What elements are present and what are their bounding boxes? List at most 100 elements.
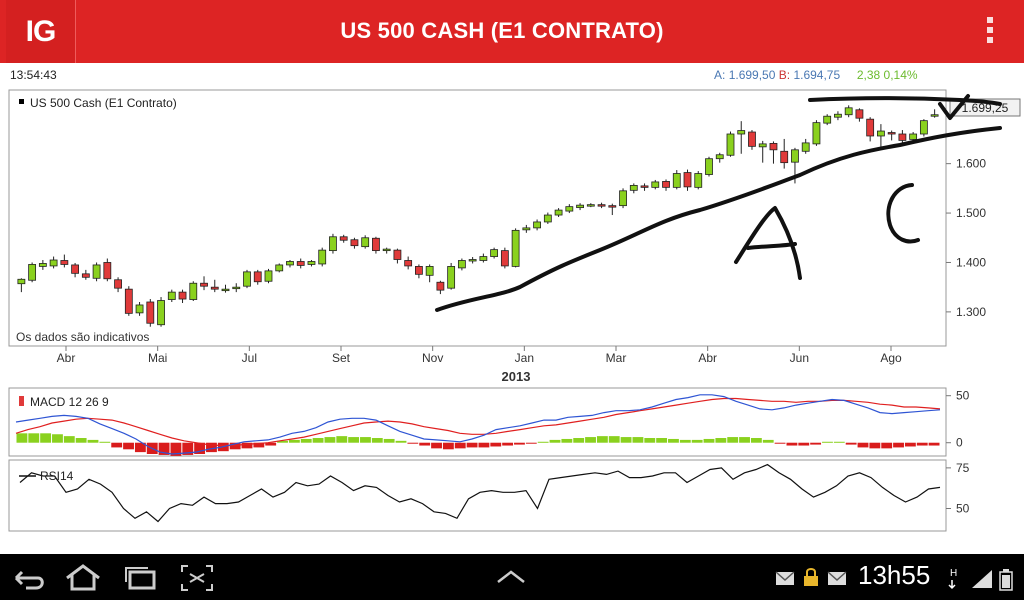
macd-histogram-bar-negative bbox=[893, 442, 904, 448]
candle-up bbox=[576, 204, 584, 209]
macd-histogram-bar-negative bbox=[407, 442, 419, 444]
macd-histogram-bar-positive bbox=[52, 434, 63, 443]
candle-up bbox=[823, 115, 832, 124]
candle-up bbox=[909, 133, 918, 140]
candle-up bbox=[318, 249, 327, 265]
overflow-menu-icon[interactable] bbox=[983, 17, 997, 47]
macd-histogram-bar-negative bbox=[206, 442, 217, 453]
macd-histogram-bar-positive bbox=[312, 438, 324, 443]
macd-histogram-bar-positive bbox=[537, 441, 549, 443]
ask-price: 1.699,50 bbox=[728, 68, 776, 82]
candle-down bbox=[780, 150, 789, 164]
candle-down bbox=[393, 249, 402, 260]
candle-down bbox=[103, 262, 112, 280]
macd-histogram-bar-positive bbox=[75, 438, 87, 443]
rsi-axis-label: 75 bbox=[956, 461, 970, 475]
candle-down bbox=[350, 239, 359, 247]
candle-down bbox=[640, 185, 649, 188]
candle-up bbox=[157, 300, 165, 326]
hand-drawn-annotations bbox=[435, 94, 1002, 312]
candle-up bbox=[361, 237, 370, 248]
macd-histogram-bar-negative bbox=[182, 442, 194, 455]
time-axis-label: Mai bbox=[148, 351, 167, 365]
candle-up bbox=[286, 261, 294, 266]
macd-histogram-bar-negative bbox=[916, 442, 928, 446]
candle-down bbox=[372, 237, 380, 252]
candle-up bbox=[726, 133, 735, 156]
macd-histogram-bar-positive bbox=[288, 439, 300, 443]
rsi-line bbox=[19, 463, 941, 523]
macd-title: MACD 12 26 9 bbox=[30, 395, 109, 409]
candle-up bbox=[167, 291, 176, 300]
macd-histogram-bar-negative bbox=[265, 442, 277, 446]
macd-histogram-bar-positive bbox=[16, 433, 28, 443]
back-icon[interactable] bbox=[8, 562, 48, 592]
svg-text:H: H bbox=[950, 568, 957, 579]
candle-down bbox=[769, 142, 778, 151]
macd-histogram-bar-negative bbox=[904, 442, 916, 447]
candle-up bbox=[479, 256, 488, 261]
macd-histogram-bar-positive bbox=[656, 438, 668, 443]
macd-histogram-bar-positive bbox=[87, 439, 99, 443]
macd-legend-marker bbox=[19, 396, 24, 406]
candle-up bbox=[533, 221, 541, 229]
bid-label: B: bbox=[778, 68, 791, 82]
rsi-axis-label: 50 bbox=[956, 502, 970, 516]
macd-histogram-bar-positive bbox=[371, 438, 383, 443]
candle-down bbox=[404, 260, 413, 267]
candle-up bbox=[705, 158, 713, 175]
candle-up bbox=[791, 149, 799, 163]
macd-histogram-bar-positive bbox=[348, 437, 360, 443]
candle-down bbox=[887, 132, 896, 135]
macd-histogram-bar-positive bbox=[715, 438, 727, 443]
candle-up bbox=[554, 209, 563, 216]
macd-histogram-bar-positive bbox=[739, 437, 750, 443]
macd-histogram-bar-positive bbox=[549, 439, 561, 443]
home-icon[interactable] bbox=[62, 562, 104, 592]
indicative-note: Os dados são indicativos bbox=[16, 330, 149, 344]
macd-histogram-bar-negative bbox=[431, 442, 442, 449]
candle-up bbox=[586, 204, 595, 207]
macd-histogram-bar-negative bbox=[881, 442, 893, 449]
macd-histogram-bar-positive bbox=[679, 439, 691, 443]
candle-down bbox=[339, 236, 348, 241]
recent-apps-icon[interactable] bbox=[120, 562, 162, 592]
macd-histogram-bar-negative bbox=[170, 442, 182, 456]
price-axis-label: 1.500 bbox=[956, 206, 986, 220]
candle-down bbox=[71, 264, 79, 274]
candle-up bbox=[834, 113, 842, 118]
price-chart-area[interactable]: 1.300 1.400 1.500 1.600 Abr Mai Jul Set Nov Jan M… bbox=[0, 88, 1024, 538]
app-header: IG US 500 CASH (E1 CONTRATO) bbox=[0, 0, 1024, 63]
macd-histogram-bar-negative bbox=[490, 442, 502, 447]
candle-up bbox=[135, 304, 144, 314]
macd-histogram-bar-positive bbox=[336, 436, 348, 443]
series-legend-label: US 500 Cash (E1 Contrato) bbox=[30, 96, 177, 110]
candle-down bbox=[436, 281, 445, 291]
macd-histogram-bar-positive bbox=[691, 439, 703, 443]
candle-up bbox=[49, 259, 58, 267]
macd-histogram-bar-positive bbox=[28, 433, 40, 443]
chevron-up-icon[interactable] bbox=[494, 562, 528, 592]
price-axis-label: 1.600 bbox=[956, 157, 986, 171]
macd-histogram-bar-negative bbox=[229, 442, 241, 450]
candle-up bbox=[522, 227, 531, 231]
candle-down bbox=[500, 250, 509, 267]
screenshot-icon[interactable] bbox=[178, 562, 218, 592]
candle-down bbox=[200, 282, 208, 287]
candle-up bbox=[737, 130, 746, 135]
drawn-check-mark bbox=[938, 94, 970, 120]
ig-logo[interactable]: IG bbox=[6, 0, 76, 63]
candle-down bbox=[415, 266, 423, 275]
candle-up bbox=[264, 270, 273, 282]
macd-histogram-bar-negative bbox=[810, 442, 822, 445]
signal-battery-icons: H bbox=[948, 568, 1013, 591]
candle-up bbox=[812, 122, 821, 145]
candle-up bbox=[38, 263, 47, 267]
candle-up bbox=[232, 286, 241, 290]
ask-label: A: bbox=[714, 68, 726, 82]
main-panel-frame bbox=[8, 89, 947, 347]
macd-histogram-bar-negative bbox=[111, 442, 123, 448]
candle-down bbox=[608, 205, 617, 208]
candle-down bbox=[210, 286, 219, 290]
